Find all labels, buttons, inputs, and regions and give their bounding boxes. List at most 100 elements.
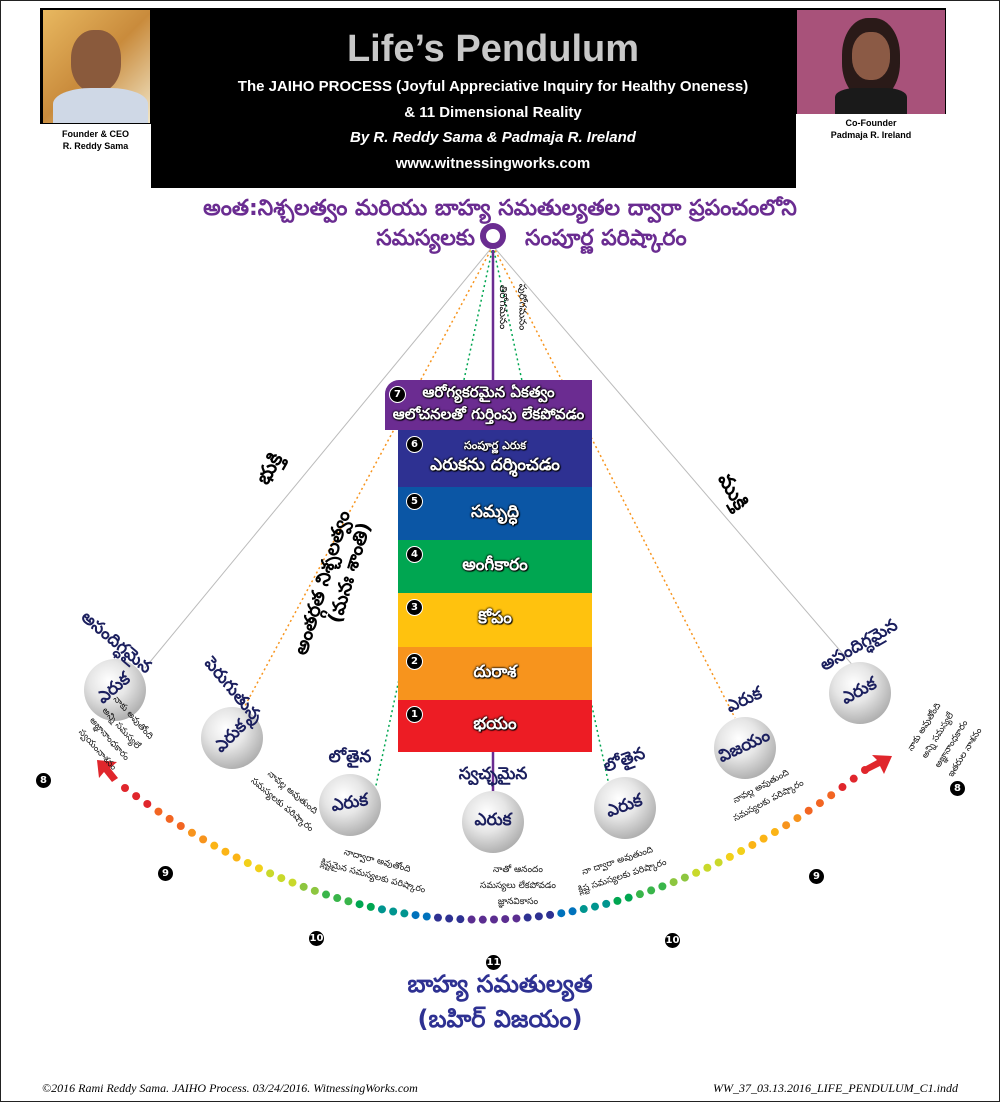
founder-caption: Founder & CEO R. Reddy Sama [40, 128, 151, 152]
level-label: సమృద్ధి [470, 501, 520, 522]
arc-dot [210, 841, 219, 850]
arc-dot [759, 834, 768, 843]
level-number-badge: 1 [406, 706, 423, 723]
level-label: కోపం [478, 608, 512, 628]
arc-number-badge: 8 [949, 780, 966, 797]
footer-copyright: ©2016 Rami Reddy Sama. JAIHO Process. 03… [42, 1081, 418, 1095]
arc-dot [635, 890, 644, 899]
level-2: 2 దురాశ [398, 647, 592, 700]
arc-dot [355, 900, 364, 909]
arc-dot [804, 806, 813, 815]
arc-dot [456, 915, 465, 924]
subtitle-2: & 11 Dimensional Reality [404, 104, 582, 121]
pendulum-ball [714, 717, 776, 779]
level-label: ఎరుకను దర్శించడం [430, 454, 560, 475]
arc-dot [132, 792, 141, 801]
pivot-icon [480, 223, 506, 249]
founder-name: R. Reddy Sama [62, 141, 129, 151]
arc-dot [725, 852, 734, 861]
arc-dot [176, 821, 185, 830]
title: Life’s Pendulum [346, 28, 640, 70]
pendulum-string [144, 245, 494, 669]
cofounder-caption-bg [796, 114, 946, 188]
level-number-badge: 6 [406, 436, 423, 453]
ball-title: స్వచ్ఛమైన [458, 764, 528, 784]
level-number-badge: 7 [389, 386, 406, 403]
subtitle: The JAIHO PROCESS (Joyful Appreciative I… [237, 78, 749, 95]
arc-dot [143, 799, 152, 808]
level-number-badge: 4 [406, 546, 423, 563]
arc-dot [121, 784, 129, 792]
arc-dot [377, 905, 386, 914]
arc-dot [557, 909, 566, 918]
pendulum-ball [462, 791, 524, 853]
level-4: 4 అంగీకారం [398, 540, 592, 593]
arc-dot [199, 835, 208, 844]
arc-dot [366, 902, 375, 911]
arc-dot [680, 873, 689, 882]
ball-title: లోతైన [328, 747, 372, 767]
arc-dot [602, 899, 611, 908]
pendulum-string [239, 245, 494, 716]
arc-dot [793, 814, 802, 823]
level-label: దురాశ [473, 661, 517, 682]
arc-number-badge: 10 [664, 932, 681, 949]
arc-number-badge: 9 [157, 865, 174, 882]
arc-dot [748, 840, 757, 849]
arc-dot [838, 783, 847, 792]
authors: By R. Reddy Sama & Padmaja R. Ireland [350, 129, 636, 146]
arc-dot [546, 910, 555, 919]
bottom-heading-line2: (బహిర్ విజయం) [417, 1005, 583, 1033]
arc-dot [433, 913, 442, 922]
arc-dot [647, 886, 656, 895]
level-label: అంగీకారం [462, 554, 528, 575]
level-number-badge: 5 [406, 493, 423, 510]
top-heading-line2-right: సంపూర్ణ పరిష్కారం [525, 226, 687, 251]
arc-dot [232, 853, 241, 862]
arc-dot [467, 915, 476, 924]
arc-dot [624, 893, 633, 902]
arc-dot [221, 847, 230, 856]
pendulum-ball [829, 662, 891, 724]
level-1: 1 భయం [398, 700, 592, 752]
header-banner: Life’s Pendulum The JAIHO PROCESS (Joyfu… [40, 8, 946, 188]
level-label: భయం [473, 714, 517, 734]
arc-dot [266, 869, 275, 878]
arc-dot [165, 814, 174, 823]
pendulum-ball [319, 774, 381, 836]
arc-dot [613, 896, 622, 905]
arc-number-badge: 8 [35, 772, 52, 789]
arc-dot [187, 828, 196, 837]
regression-label: తిరోగమనం [497, 284, 509, 330]
arc-number-badge: 10 [308, 930, 325, 947]
founder-caption-bg [40, 124, 151, 188]
pendulum-string [492, 245, 856, 669]
arc-dot [534, 912, 543, 921]
ball-description-line: సమస్యలు లేకపోవడం [480, 881, 556, 891]
arc-dot [445, 914, 454, 923]
level-3: 3 కోపం [398, 593, 592, 647]
arc-dot [288, 878, 297, 887]
arc-dot [411, 911, 420, 920]
level-sublabel: సంపూర్ణ ఎరుక [464, 438, 526, 452]
arc-dot [400, 909, 409, 918]
left-arrow-icon [97, 760, 118, 782]
arc-dot [490, 915, 498, 924]
arc-dot [523, 913, 532, 922]
arc-dot [669, 878, 678, 887]
arc-dot [478, 915, 487, 924]
arc-dot [154, 807, 163, 816]
ball-description-line: జ్ఞానవికాసం [497, 897, 539, 907]
level-6: 6 సంపూర్ణ ఎరుక ఎరుకను దర్శించడం [398, 430, 592, 487]
level-sublabel: ఆలోచనలతో గుర్తింపు లేకపోవడం [392, 405, 585, 423]
level-7: 7 ఆరోగ్యకరమైన ఏకత్వం ఆలోచనలతో గుర్తింపు లే… [385, 380, 592, 430]
arc-dot [344, 897, 353, 906]
founder-photo [43, 10, 150, 123]
founder-role: Founder & CEO [62, 129, 129, 139]
pendulum-ball [201, 707, 263, 769]
top-heading-line2-left: సమస్యలకు [376, 226, 475, 251]
right-arrow-icon [866, 755, 892, 774]
arc-dot [277, 874, 286, 883]
